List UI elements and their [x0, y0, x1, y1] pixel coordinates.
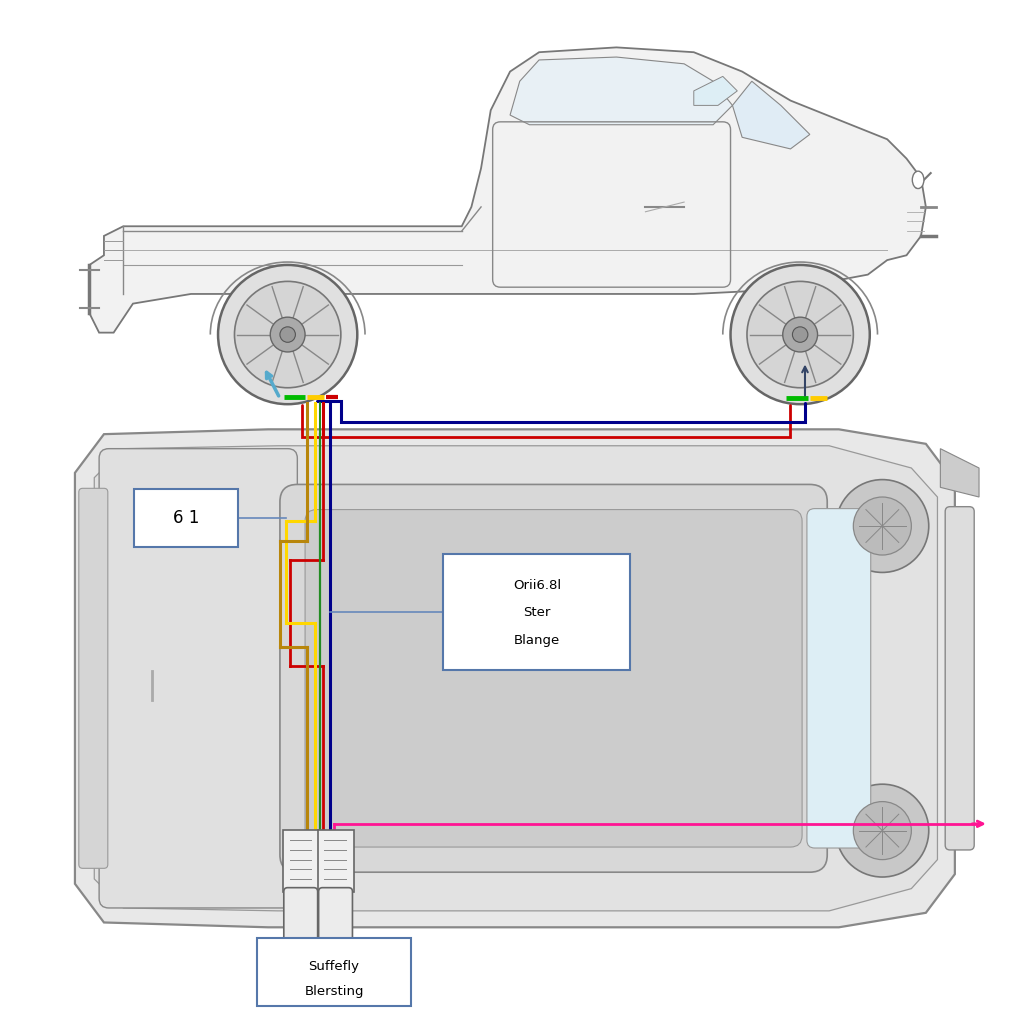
Text: Blange: Blange — [514, 634, 560, 646]
FancyBboxPatch shape — [317, 829, 354, 892]
Circle shape — [836, 784, 929, 877]
Circle shape — [218, 265, 357, 404]
Polygon shape — [732, 81, 810, 148]
Circle shape — [853, 802, 911, 859]
Polygon shape — [510, 57, 732, 125]
FancyBboxPatch shape — [257, 938, 412, 1006]
Polygon shape — [89, 47, 926, 333]
Circle shape — [782, 317, 817, 352]
FancyBboxPatch shape — [284, 888, 317, 941]
Circle shape — [793, 327, 808, 342]
FancyBboxPatch shape — [79, 488, 108, 868]
FancyBboxPatch shape — [280, 484, 827, 872]
FancyBboxPatch shape — [945, 507, 974, 850]
Circle shape — [853, 497, 911, 555]
Polygon shape — [94, 445, 937, 911]
FancyBboxPatch shape — [99, 449, 297, 908]
Text: Suffefly: Suffefly — [308, 961, 359, 974]
Circle shape — [836, 479, 929, 572]
Polygon shape — [75, 429, 954, 928]
Polygon shape — [940, 449, 979, 497]
Circle shape — [234, 282, 341, 388]
Circle shape — [270, 317, 305, 352]
Circle shape — [730, 265, 869, 404]
Circle shape — [280, 327, 295, 342]
Text: Ster: Ster — [523, 605, 551, 618]
Circle shape — [746, 282, 853, 388]
Text: Blersting: Blersting — [304, 985, 364, 997]
Text: 6 1: 6 1 — [173, 509, 200, 527]
FancyBboxPatch shape — [807, 509, 870, 848]
FancyBboxPatch shape — [318, 888, 352, 941]
FancyBboxPatch shape — [283, 829, 319, 892]
Text: Orii6.8l: Orii6.8l — [513, 579, 561, 592]
Ellipse shape — [912, 171, 924, 188]
FancyBboxPatch shape — [443, 554, 630, 670]
FancyBboxPatch shape — [134, 489, 239, 547]
FancyBboxPatch shape — [305, 510, 802, 847]
Polygon shape — [694, 77, 737, 105]
